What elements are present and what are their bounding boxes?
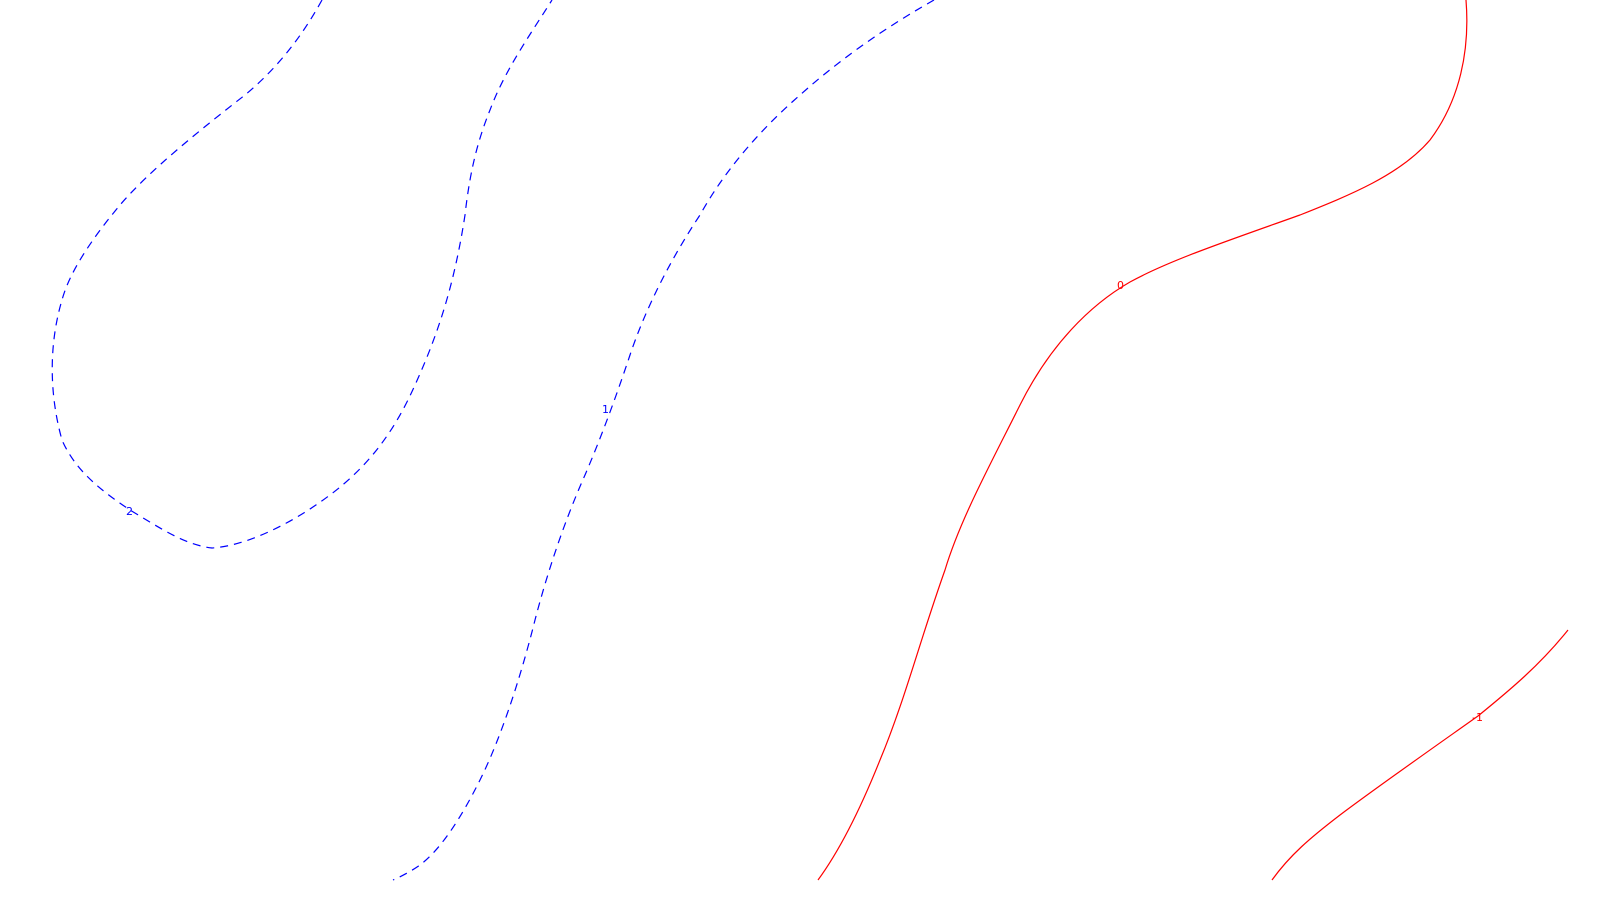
contour-label-level-2: 2 [126,505,133,518]
contour-line-level-0 [817,0,1468,881]
contour-label-level-0: 0 [1117,279,1124,292]
contour-line-level-2 [51,0,553,549]
contour-line-level-1 [392,0,935,881]
contour-line-level-minus-1 [1271,629,1569,881]
contour-label-level-1: 1 [602,403,609,416]
contour-label-level-minus-1: -1 [1472,711,1483,724]
